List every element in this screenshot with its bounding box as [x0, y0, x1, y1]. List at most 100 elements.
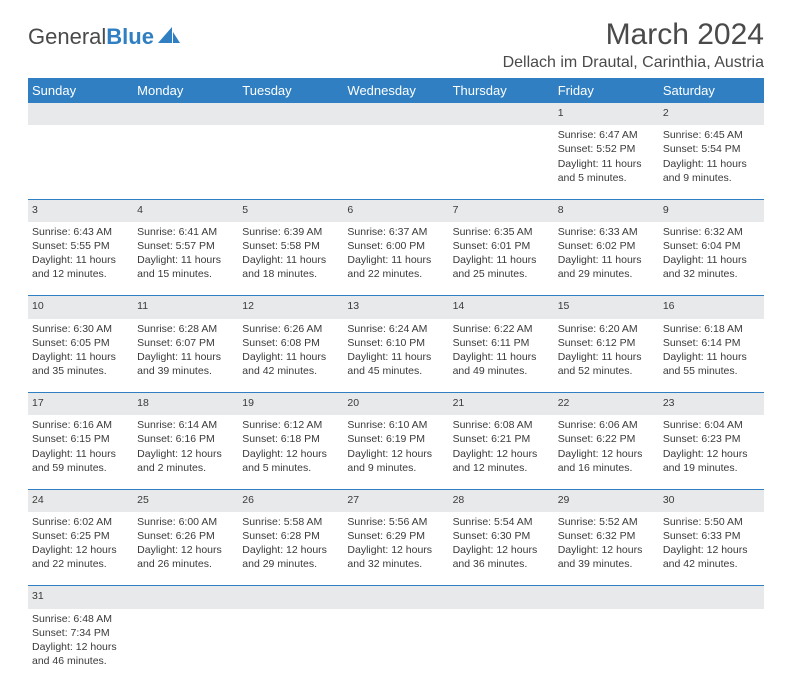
day-number-cell: 18: [133, 393, 238, 416]
sunrise-text: Sunrise: 6:10 AM: [347, 418, 444, 432]
daynum-row: 31: [28, 586, 764, 609]
daylight-text: Daylight: 12 hours and 39 minutes.: [558, 543, 655, 571]
daylight-text: Daylight: 11 hours and 5 minutes.: [558, 157, 655, 185]
day-detail-row: Sunrise: 6:48 AMSunset: 7:34 PMDaylight:…: [28, 609, 764, 673]
day-number-cell: 27: [343, 489, 448, 512]
day-number-cell: [343, 103, 448, 125]
day-number-cell: 3: [28, 199, 133, 222]
day-number-cell: 7: [449, 199, 554, 222]
daylight-text: Daylight: 11 hours and 29 minutes.: [558, 253, 655, 281]
daynum-row: 10111213141516: [28, 296, 764, 319]
day-number-cell: 4: [133, 199, 238, 222]
daylight-text: Daylight: 11 hours and 52 minutes.: [558, 350, 655, 378]
weekday-header: Sunday: [28, 78, 133, 103]
sunset-text: Sunset: 6:01 PM: [453, 239, 550, 253]
day-number-cell: 15: [554, 296, 659, 319]
sunrise-text: Sunrise: 6:02 AM: [32, 515, 129, 529]
sunrise-text: Sunrise: 6:22 AM: [453, 322, 550, 336]
day-detail-cell: [28, 125, 133, 199]
day-number-cell: [238, 586, 343, 609]
daylight-text: Daylight: 11 hours and 35 minutes.: [32, 350, 129, 378]
daylight-text: Daylight: 12 hours and 36 minutes.: [453, 543, 550, 571]
day-number-cell: 5: [238, 199, 343, 222]
sunset-text: Sunset: 6:28 PM: [242, 529, 339, 543]
day-detail-row: Sunrise: 6:47 AMSunset: 5:52 PMDaylight:…: [28, 125, 764, 199]
daylight-text: Daylight: 11 hours and 49 minutes.: [453, 350, 550, 378]
day-number-cell: 22: [554, 393, 659, 416]
day-detail-row: Sunrise: 6:02 AMSunset: 6:25 PMDaylight:…: [28, 512, 764, 586]
day-detail-row: Sunrise: 6:16 AMSunset: 6:15 PMDaylight:…: [28, 415, 764, 489]
day-detail-cell: Sunrise: 6:08 AMSunset: 6:21 PMDaylight:…: [449, 415, 554, 489]
weekday-header: Thursday: [449, 78, 554, 103]
day-detail-cell: [449, 609, 554, 673]
day-number-cell: 21: [449, 393, 554, 416]
sunrise-text: Sunrise: 5:58 AM: [242, 515, 339, 529]
sunset-text: Sunset: 5:54 PM: [663, 142, 760, 156]
logo-text-2: Blue: [106, 24, 154, 50]
day-detail-cell: Sunrise: 6:45 AMSunset: 5:54 PMDaylight:…: [659, 125, 764, 199]
day-detail-cell: Sunrise: 6:39 AMSunset: 5:58 PMDaylight:…: [238, 222, 343, 296]
daylight-text: Daylight: 12 hours and 5 minutes.: [242, 447, 339, 475]
day-number-cell: 8: [554, 199, 659, 222]
sunset-text: Sunset: 6:14 PM: [663, 336, 760, 350]
sunrise-text: Sunrise: 5:50 AM: [663, 515, 760, 529]
daylight-text: Daylight: 11 hours and 32 minutes.: [663, 253, 760, 281]
sunset-text: Sunset: 6:05 PM: [32, 336, 129, 350]
day-number-cell: [554, 586, 659, 609]
sunset-text: Sunset: 6:29 PM: [347, 529, 444, 543]
weekday-header: Wednesday: [343, 78, 448, 103]
sunset-text: Sunset: 5:58 PM: [242, 239, 339, 253]
calendar-table: Sunday Monday Tuesday Wednesday Thursday…: [28, 78, 764, 673]
day-number-cell: 1: [554, 103, 659, 125]
day-number-cell: 10: [28, 296, 133, 319]
sunrise-text: Sunrise: 6:33 AM: [558, 225, 655, 239]
sunrise-text: Sunrise: 6:08 AM: [453, 418, 550, 432]
day-number-cell: [238, 103, 343, 125]
title-block: March 2024 Dellach im Drautal, Carinthia…: [503, 18, 764, 72]
day-detail-cell: [133, 125, 238, 199]
sunrise-text: Sunrise: 6:12 AM: [242, 418, 339, 432]
day-detail-row: Sunrise: 6:30 AMSunset: 6:05 PMDaylight:…: [28, 319, 764, 393]
logo: GeneralBlue: [28, 18, 180, 50]
day-number-cell: 13: [343, 296, 448, 319]
sunset-text: Sunset: 6:33 PM: [663, 529, 760, 543]
sunset-text: Sunset: 6:07 PM: [137, 336, 234, 350]
daylight-text: Daylight: 11 hours and 42 minutes.: [242, 350, 339, 378]
sunset-text: Sunset: 6:15 PM: [32, 432, 129, 446]
sunrise-text: Sunrise: 6:14 AM: [137, 418, 234, 432]
daylight-text: Daylight: 11 hours and 22 minutes.: [347, 253, 444, 281]
day-detail-cell: [238, 609, 343, 673]
daylight-text: Daylight: 12 hours and 46 minutes.: [32, 640, 129, 668]
sunset-text: Sunset: 6:32 PM: [558, 529, 655, 543]
day-number-cell: [449, 586, 554, 609]
sunrise-text: Sunrise: 6:48 AM: [32, 612, 129, 626]
daynum-row: 12: [28, 103, 764, 125]
day-detail-cell: [449, 125, 554, 199]
sunset-text: Sunset: 6:30 PM: [453, 529, 550, 543]
day-detail-cell: Sunrise: 6:30 AMSunset: 6:05 PMDaylight:…: [28, 319, 133, 393]
daylight-text: Daylight: 11 hours and 15 minutes.: [137, 253, 234, 281]
daylight-text: Daylight: 11 hours and 59 minutes.: [32, 447, 129, 475]
weekday-header: Tuesday: [238, 78, 343, 103]
day-number-cell: [343, 586, 448, 609]
daynum-row: 24252627282930: [28, 489, 764, 512]
sunrise-text: Sunrise: 6:06 AM: [558, 418, 655, 432]
sunrise-text: Sunrise: 6:20 AM: [558, 322, 655, 336]
daylight-text: Daylight: 12 hours and 32 minutes.: [347, 543, 444, 571]
day-number-cell: 29: [554, 489, 659, 512]
sunrise-text: Sunrise: 6:43 AM: [32, 225, 129, 239]
day-detail-cell: Sunrise: 6:18 AMSunset: 6:14 PMDaylight:…: [659, 319, 764, 393]
day-number-cell: 2: [659, 103, 764, 125]
sunset-text: Sunset: 6:26 PM: [137, 529, 234, 543]
day-detail-cell: [343, 125, 448, 199]
daylight-text: Daylight: 12 hours and 2 minutes.: [137, 447, 234, 475]
sunset-text: Sunset: 7:34 PM: [32, 626, 129, 640]
sunrise-text: Sunrise: 5:54 AM: [453, 515, 550, 529]
sunset-text: Sunset: 6:16 PM: [137, 432, 234, 446]
day-detail-cell: [133, 609, 238, 673]
sunset-text: Sunset: 5:57 PM: [137, 239, 234, 253]
sunrise-text: Sunrise: 6:16 AM: [32, 418, 129, 432]
daylight-text: Daylight: 11 hours and 25 minutes.: [453, 253, 550, 281]
daylight-text: Daylight: 12 hours and 26 minutes.: [137, 543, 234, 571]
day-detail-cell: Sunrise: 6:37 AMSunset: 6:00 PMDaylight:…: [343, 222, 448, 296]
